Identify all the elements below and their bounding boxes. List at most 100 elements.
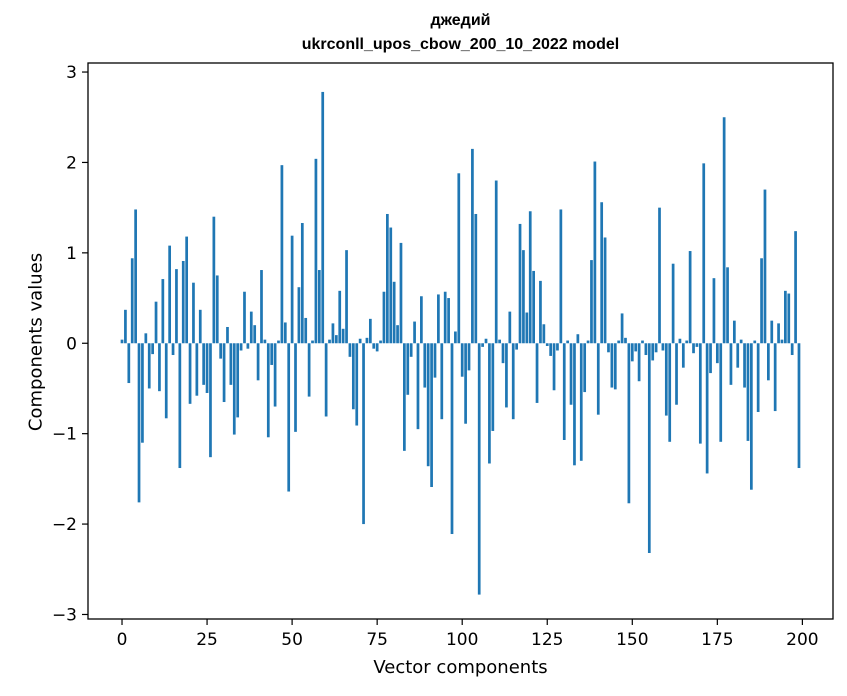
bar	[518, 223, 522, 344]
bar	[617, 340, 621, 344]
bar	[630, 343, 634, 362]
bar	[549, 343, 553, 356]
bar	[593, 161, 597, 344]
bar	[226, 326, 229, 344]
bar	[334, 335, 338, 344]
bar	[620, 313, 624, 344]
bar	[770, 320, 774, 344]
bar	[739, 339, 743, 344]
bar	[474, 213, 478, 344]
bar	[743, 343, 746, 388]
bar	[328, 339, 331, 344]
bar	[668, 343, 672, 442]
bar	[505, 343, 508, 408]
bar	[477, 343, 481, 595]
x-tick-label: 125	[531, 630, 563, 650]
bar	[484, 338, 488, 344]
x-tick-label: 200	[786, 630, 818, 650]
bar	[406, 343, 410, 395]
bar	[222, 343, 226, 403]
bar	[545, 343, 549, 346]
x-tick-label: 25	[196, 630, 218, 650]
bar	[168, 245, 172, 344]
x-tick-label: 100	[446, 630, 478, 650]
bar	[181, 260, 185, 344]
bar	[124, 309, 127, 344]
x-tick-label: 0	[117, 630, 128, 650]
x-axis-ticks: 0 25 50 75 100 125 150 175 200	[117, 619, 819, 650]
bar	[372, 343, 376, 349]
bar	[209, 343, 212, 458]
bar	[671, 263, 675, 344]
bar	[494, 180, 498, 344]
bar	[304, 317, 308, 344]
bar	[794, 231, 797, 344]
bar	[763, 189, 767, 344]
bar	[355, 343, 359, 426]
y-tick-label: 0	[66, 334, 77, 354]
bar	[532, 270, 535, 344]
bar	[433, 343, 437, 378]
bar	[141, 343, 144, 443]
bar	[698, 343, 702, 444]
bar	[232, 343, 236, 435]
bar	[426, 343, 430, 467]
bar	[239, 343, 243, 351]
bar	[787, 293, 791, 344]
bar	[719, 343, 723, 442]
y-axis-label: Components values	[25, 252, 47, 432]
bar	[654, 343, 658, 353]
bar	[164, 343, 168, 419]
bar	[651, 343, 655, 361]
bar	[749, 343, 753, 490]
bar	[386, 213, 389, 344]
bar	[249, 311, 253, 344]
bar	[311, 340, 314, 344]
bar	[205, 343, 209, 393]
bar	[576, 334, 580, 344]
y-tick-label: −1	[52, 425, 77, 445]
bar	[501, 343, 505, 364]
chart-title-line-1: джедий	[430, 12, 491, 29]
y-tick-label: 3	[66, 63, 77, 83]
bar	[300, 223, 304, 344]
bar	[664, 343, 668, 416]
bar	[784, 290, 787, 344]
bar	[688, 251, 692, 344]
bar	[389, 227, 393, 344]
bar	[610, 343, 614, 388]
bar	[420, 296, 423, 344]
bar	[202, 343, 206, 385]
bar	[273, 343, 277, 407]
bar	[430, 343, 433, 488]
bar	[331, 323, 335, 344]
bar	[712, 278, 716, 344]
bar	[440, 343, 444, 420]
bar	[345, 250, 348, 344]
bar	[277, 340, 280, 344]
bar	[566, 340, 570, 344]
bar	[151, 343, 154, 355]
bar	[511, 343, 515, 420]
bar	[627, 343, 631, 504]
bar	[767, 343, 770, 381]
bar	[178, 343, 182, 469]
bar	[236, 343, 240, 418]
y-tick-label: −2	[52, 515, 77, 535]
bar	[624, 337, 627, 344]
bar	[603, 237, 607, 344]
bar	[583, 343, 587, 393]
bar	[552, 343, 556, 391]
bar	[467, 343, 471, 371]
bar	[229, 343, 233, 385]
bar	[556, 343, 559, 351]
bar	[692, 343, 695, 354]
x-tick-label: 175	[701, 630, 733, 650]
bar	[715, 343, 719, 364]
y-tick-label: 2	[66, 153, 77, 173]
bar	[773, 343, 777, 412]
bar	[777, 323, 780, 344]
bar	[212, 216, 216, 344]
bar	[705, 343, 709, 474]
bars-group	[120, 91, 801, 595]
